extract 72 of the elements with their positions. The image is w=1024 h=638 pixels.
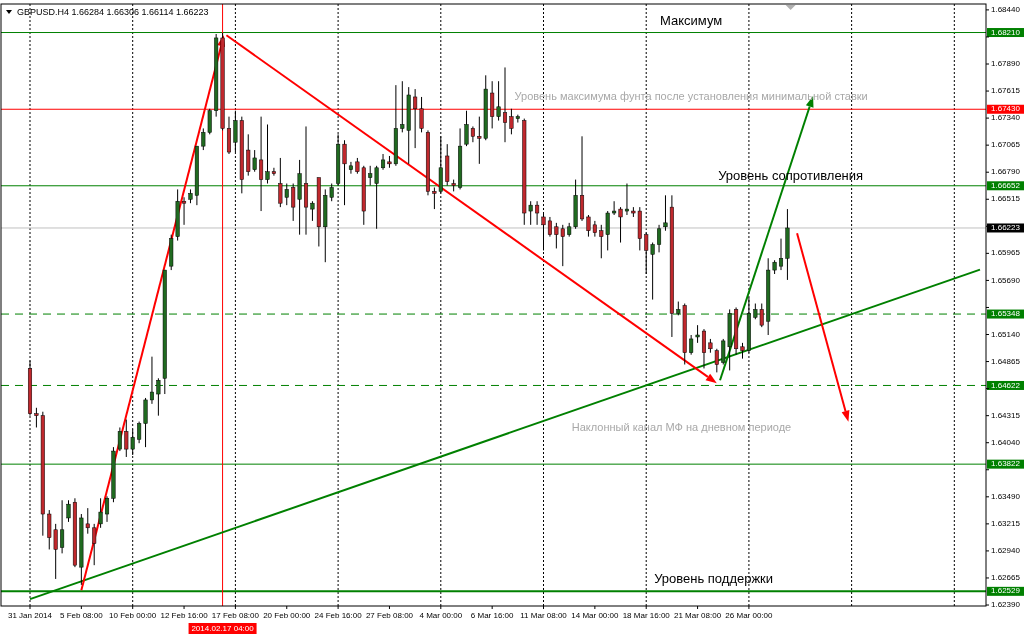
candlestick — [92, 523, 97, 566]
candlestick — [304, 125, 309, 236]
x-tick-label: 6 Mar 16:00 — [470, 611, 515, 620]
annotation: Наклонный канал МФ на дневном периоде — [571, 421, 792, 434]
y-tick-label: 1.65690 — [991, 275, 1021, 285]
y-tick-label: 1.62529 — [991, 586, 1021, 596]
y-tick-label: 1.64622 — [991, 380, 1021, 390]
y-tick-label: 1.68210 — [991, 27, 1021, 37]
candlestick — [502, 66, 508, 143]
candlestick — [657, 224, 662, 253]
chart-title: GBPUSD.H4 1.66284 1.66306 1.66114 1.66223 — [17, 7, 209, 17]
candlestick — [689, 334, 694, 356]
x-tick-label: 24 Feb 16:00 — [314, 611, 363, 620]
x-tick-label: 11 Mar 08:00 — [520, 611, 568, 620]
candlestick — [779, 238, 784, 271]
y-tick-label: 1.67065 — [991, 140, 1021, 150]
x-tick-label: 18 Mar 16:00 — [622, 611, 671, 620]
y-tick-label: 1.67890 — [991, 59, 1021, 69]
text: 2014.02.17 04:00 — [191, 623, 255, 633]
candlestick — [66, 499, 71, 523]
y-tick-label: 1.62665 — [991, 573, 1021, 583]
candlestick — [547, 216, 552, 238]
y-tick-label: 1.68440 — [991, 5, 1021, 15]
y-tick-label: 1.65965 — [991, 248, 1021, 258]
candlestick — [535, 200, 540, 226]
candlestick — [624, 183, 629, 216]
x-tick-label: 20 Feb 00:00 — [263, 611, 311, 620]
y-tick-label: 1.65348 — [991, 309, 1021, 319]
x-tick-label: 14 Mar 00:00 — [571, 611, 619, 620]
y-tick-label: 1.67615 — [991, 86, 1021, 96]
y-tick-label: 1.63215 — [991, 518, 1021, 528]
candlestick — [265, 124, 270, 185]
x-tick-label: 26 Mar 00:00 — [725, 611, 774, 620]
y-tick-label: 1.66652 — [991, 180, 1021, 190]
candlestick — [271, 167, 276, 177]
candlestick — [105, 495, 110, 523]
y-tick-label: 1.64315 — [991, 410, 1021, 420]
x-tick-label: 27 Feb 08:00 — [365, 611, 414, 620]
candlestick — [98, 497, 103, 529]
y-tick-label: 1.67340 — [991, 113, 1021, 123]
candlestick — [580, 135, 585, 222]
y-tick-label: 1.62940 — [991, 546, 1021, 556]
y-tick-label: 1.64040 — [991, 437, 1021, 447]
y-tick-label: 1.64865 — [991, 356, 1021, 366]
candlestick — [156, 377, 161, 417]
ref-line-label: Уровень поддержки — [654, 571, 774, 587]
candlestick — [182, 196, 187, 226]
ref-line-label: Максимум — [660, 12, 723, 28]
x-tick-label: 17 Feb 08:00 — [211, 611, 260, 620]
y-tick-label: 1.67430 — [991, 104, 1021, 114]
ref-line-label: Уровень максимума фунта после установления минимальной ставки — [514, 90, 868, 103]
candlestick — [226, 116, 231, 155]
x-tick-label: 10 Feb 00:00 — [109, 611, 157, 620]
candlestick — [259, 116, 264, 212]
candlestick — [714, 348, 719, 373]
y-tick-label: 1.62390 — [991, 600, 1021, 610]
candlestick — [149, 356, 154, 405]
candlestick — [348, 161, 353, 175]
y-tick-label: 1.66790 — [991, 167, 1021, 177]
x-tick-label: 4 Mar 00:00 — [419, 611, 463, 620]
y-tick-label: 1.66223 — [991, 223, 1021, 233]
candlestick — [701, 328, 706, 369]
x-tick-label: 5 Feb 08:00 — [60, 611, 104, 620]
y-tick-label: 1.65140 — [991, 329, 1021, 339]
x-tick-label: 12 Feb 16:00 — [160, 611, 209, 620]
x-tick-label: 21 Mar 08:00 — [674, 611, 722, 620]
candlestick — [117, 426, 122, 452]
y-tick-label: 1.66515 — [991, 194, 1021, 204]
candlestick — [60, 499, 65, 554]
y-tick-label: 1.63490 — [991, 491, 1021, 501]
y-tick-label: 1.63822 — [991, 459, 1021, 469]
x-tick-label: 31 Jan 2014 — [7, 611, 53, 620]
